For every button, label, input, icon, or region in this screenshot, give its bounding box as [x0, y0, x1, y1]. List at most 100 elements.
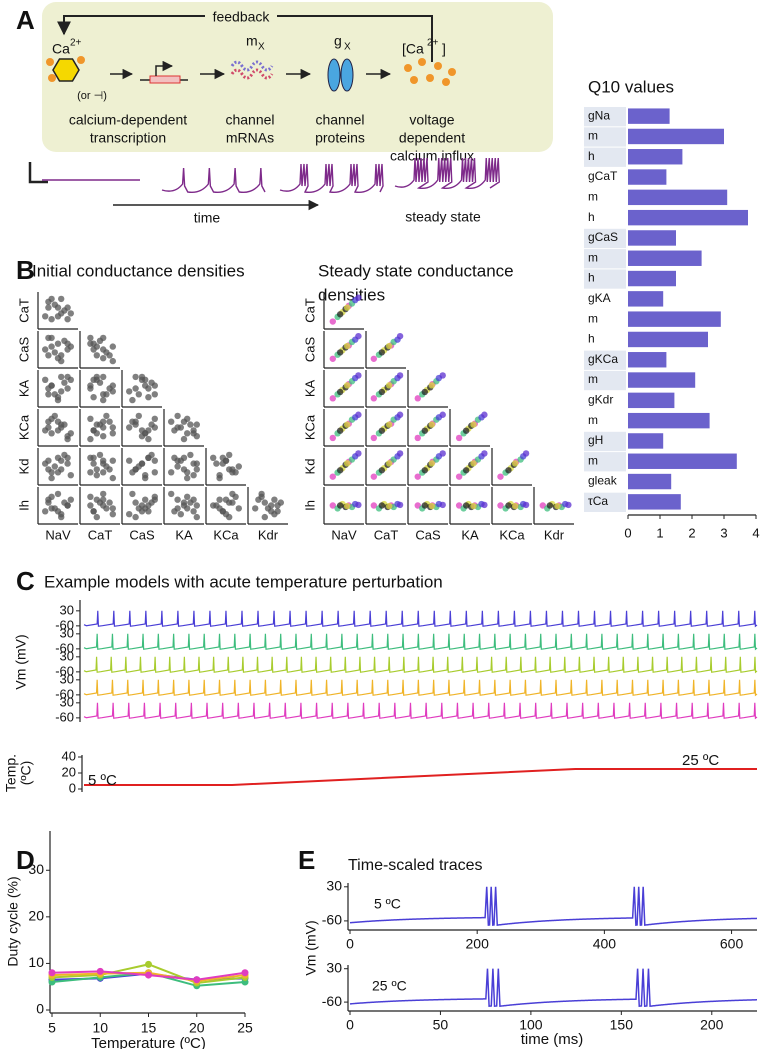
point	[151, 424, 158, 431]
point	[64, 454, 71, 461]
annotation: 25 ºC	[372, 978, 407, 994]
point	[58, 373, 65, 381]
point	[87, 385, 94, 392]
y-label: Temp.	[3, 754, 19, 792]
caption: transcription	[90, 130, 166, 146]
point	[142, 505, 149, 512]
point	[226, 451, 233, 459]
caption: mRNAs	[226, 130, 274, 146]
spike-trace	[83, 633, 758, 651]
category-label: m	[588, 453, 598, 467]
col-label: Kdr	[258, 527, 279, 542]
category-label: m	[588, 311, 598, 325]
point	[462, 467, 470, 474]
point	[58, 310, 65, 317]
row-shade	[584, 350, 626, 370]
x-label: Temperature (ºC)	[91, 1035, 206, 1049]
diagram-box	[42, 2, 553, 152]
chart-title: densities	[318, 285, 385, 304]
caption: channel	[315, 112, 364, 128]
category-label: τCa	[588, 494, 608, 508]
point	[126, 388, 133, 395]
point	[151, 415, 158, 422]
chart-title: Steady state conductance	[318, 261, 514, 280]
point	[151, 391, 158, 398]
point	[67, 310, 75, 317]
point	[174, 457, 181, 464]
point	[103, 349, 110, 356]
category-label: h	[588, 271, 595, 285]
point	[103, 412, 110, 420]
chart-title: Time-scaled traces	[348, 857, 483, 874]
point	[184, 474, 191, 482]
bar	[628, 372, 696, 388]
point	[428, 460, 436, 467]
point	[109, 388, 117, 395]
category-label: gKCa	[588, 352, 618, 366]
point	[145, 435, 152, 443]
x-tick-label: 3	[720, 525, 727, 540]
point	[268, 508, 275, 515]
point	[87, 469, 94, 476]
point	[100, 496, 107, 503]
point	[180, 435, 188, 443]
point	[93, 472, 101, 479]
point	[126, 511, 133, 518]
point	[210, 502, 217, 509]
point	[329, 502, 336, 509]
spike-trace	[83, 702, 758, 720]
y-tick-label: 20	[28, 908, 44, 924]
point	[138, 376, 146, 383]
marker	[145, 971, 152, 979]
point	[396, 332, 404, 340]
x-tick-label: 600	[720, 936, 744, 952]
point	[58, 421, 65, 428]
bar	[628, 169, 667, 185]
category-label: gCaS	[588, 230, 618, 244]
point	[497, 502, 504, 509]
point	[439, 501, 446, 509]
bar	[628, 189, 728, 206]
point	[505, 502, 512, 509]
row-label: Ih	[302, 500, 317, 511]
point	[355, 411, 362, 418]
x-tick-label: 4	[752, 525, 759, 540]
promoter-arrow	[155, 60, 174, 76]
point	[51, 391, 58, 398]
x-tick-label: 20	[189, 1020, 205, 1036]
point	[439, 411, 446, 418]
influx-ions	[404, 58, 456, 86]
point	[87, 502, 94, 509]
point	[174, 505, 181, 512]
y-tick-label: -60	[55, 640, 74, 655]
y-tick-label: 10	[28, 954, 44, 970]
point	[370, 502, 378, 509]
point	[344, 502, 351, 510]
point	[396, 372, 404, 379]
label-bg	[205, 8, 277, 28]
bar	[628, 392, 675, 409]
point	[554, 502, 561, 510]
point	[497, 473, 504, 480]
time-label: time	[194, 210, 221, 226]
point	[58, 295, 65, 303]
point	[87, 340, 94, 347]
point	[64, 316, 71, 323]
point	[168, 490, 175, 498]
col-label: NaV	[331, 527, 357, 542]
x-tick-label: 100	[519, 1017, 543, 1033]
point	[90, 460, 97, 467]
point	[87, 415, 94, 422]
point	[48, 343, 55, 350]
bar	[628, 412, 710, 429]
point	[184, 469, 191, 476]
point	[54, 340, 62, 347]
point	[355, 332, 362, 340]
point	[386, 502, 393, 510]
trace	[279, 163, 384, 194]
x-tick-label: 400	[593, 936, 617, 952]
bar	[628, 473, 672, 490]
panel-a-diagram: feedback Ca 2+ (or ⊣) m X g X [Ca 2+ ] c…	[28, 2, 553, 226]
point	[64, 385, 71, 392]
point	[470, 421, 477, 428]
